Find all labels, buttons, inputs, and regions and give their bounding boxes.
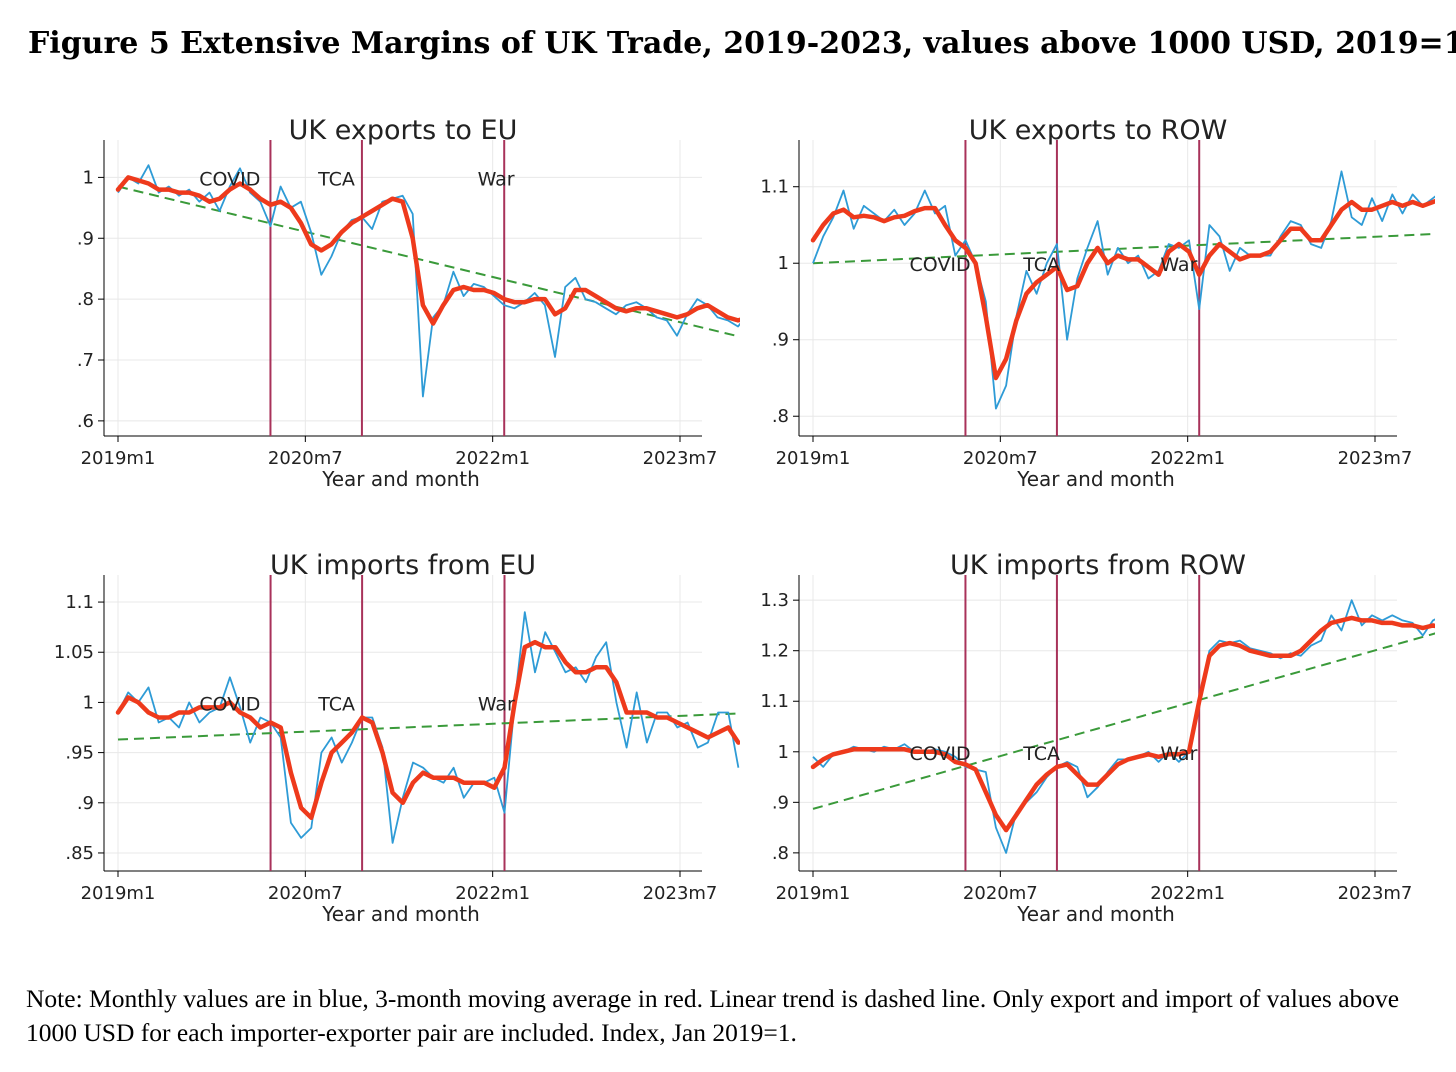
- y-tick-label: .9: [77, 793, 94, 814]
- event-label-covid: COVID: [199, 169, 260, 191]
- y-tick-label: 1: [83, 692, 94, 713]
- y-tick-label: 1.1: [760, 177, 789, 198]
- figure-title: Figure 5 Extensive Margins of UK Trade, …: [28, 26, 1456, 61]
- x-tick-label: 2023m7: [1338, 448, 1413, 469]
- x-axis-title: Year and month: [321, 902, 480, 926]
- plot-area: [104, 140, 702, 436]
- y-tick-label: .8: [772, 406, 789, 427]
- event-label-war: War: [478, 693, 515, 715]
- x-tick-label: 2022m1: [1150, 883, 1225, 904]
- series-monthly: [812, 170, 1435, 410]
- y-tick-label: .85: [65, 843, 94, 864]
- y-tick-label: .9: [772, 330, 789, 351]
- x-tick-label: 2019m1: [776, 448, 851, 469]
- event-label-tca: TCA: [317, 693, 355, 715]
- x-tick-label: 2019m1: [776, 883, 851, 904]
- y-tick-label: 1.2: [760, 641, 789, 662]
- y-tick-label: .95: [65, 743, 94, 764]
- y-tick-label: .9: [77, 228, 94, 249]
- y-tick-label: 1: [778, 253, 789, 274]
- plot-area: [799, 575, 1397, 871]
- series-moving-average: [115, 175, 740, 326]
- trend-line: [812, 232, 1435, 265]
- x-tick-label: 2020m7: [268, 883, 343, 904]
- chart-exports-eu: .6 .7 .8 .9 1 2019m1 2020m7 2022m1 2023m7 Year an…: [77, 115, 740, 491]
- x-tick-label: 2020m7: [963, 448, 1038, 469]
- plot-area: [799, 140, 1397, 436]
- chart-exports-row: .8 .9 1 1.1 2019m1 2020m7 2022m1 2023m7 Year and…: [760, 115, 1435, 491]
- event-label-tca: TCA: [317, 169, 355, 191]
- x-axis-title: Year and month: [1016, 467, 1175, 491]
- panel-exports-eu: .6 .7 .8 .9 1 2019m1 2020m7 2022m1 2023m7 Year an…: [40, 105, 740, 525]
- x-axis-title: Year and month: [321, 467, 480, 491]
- plot-area: [104, 575, 702, 871]
- x-tick-label: 2023m7: [643, 448, 718, 469]
- trend-line: [117, 712, 739, 741]
- chart-imports-row: .8 .9 1 1.1 1.2 1.3 2019m1 2020m7 2022m1 2023m7 Ye…: [760, 550, 1435, 926]
- series-moving-average: [810, 198, 1435, 381]
- series-moving-average: [810, 615, 1435, 833]
- chart-imports-eu: .85 .9 .95 1 1.05 1.1 2019m1 2020m7 2022m1 2023m7…: [54, 550, 740, 926]
- x-tick-label: 2020m7: [963, 883, 1038, 904]
- y-tick-label: .8: [772, 843, 789, 864]
- panel-exports-row: .8 .9 1 1.1 2019m1 2020m7 2022m1 2023m7 Year and…: [735, 105, 1435, 525]
- y-tick-label: 1.3: [760, 590, 789, 611]
- y-tick-label: .8: [77, 289, 94, 310]
- figure-note: Note: Monthly values are in blue, 3-mont…: [26, 984, 1400, 1047]
- y-tick-label: 1.1: [760, 691, 789, 712]
- event-label-covid: COVID: [909, 743, 970, 765]
- x-tick-label: 2022m1: [1150, 448, 1225, 469]
- y-tick-label: 1.1: [65, 592, 94, 613]
- event-label-covid: COVID: [199, 693, 260, 715]
- event-label-tca: TCA: [1022, 743, 1060, 765]
- y-tick-label: 1: [778, 742, 789, 763]
- event-label-war: War: [1160, 254, 1197, 276]
- chart-title: UK imports from ROW: [950, 550, 1246, 581]
- y-tick-label: .9: [772, 792, 789, 813]
- panel-imports-eu: .85 .9 .95 1 1.05 1.1 2019m1 2020m7 2022m1 2023m7…: [40, 540, 740, 960]
- x-tick-label: 2023m7: [1338, 883, 1413, 904]
- event-label-covid: COVID: [909, 254, 970, 276]
- x-tick-label: 2019m1: [81, 883, 156, 904]
- series-moving-average: [115, 639, 740, 821]
- y-tick-label: 1: [83, 167, 94, 188]
- x-axis-title: Year and month: [1016, 902, 1175, 926]
- x-tick-label: 2023m7: [643, 883, 718, 904]
- x-tick-label: 2019m1: [81, 448, 156, 469]
- chart-title: UK exports to ROW: [969, 115, 1228, 146]
- x-tick-label: 2020m7: [268, 448, 343, 469]
- panel-imports-row: .8 .9 1 1.1 1.2 1.3 2019m1 2020m7 2022m1 2023m7 Ye…: [735, 540, 1435, 960]
- event-label-tca: TCA: [1022, 254, 1060, 276]
- y-tick-label: .6: [77, 411, 94, 432]
- y-tick-label: 1.05: [54, 642, 94, 663]
- chart-title: UK imports from EU: [270, 550, 536, 581]
- x-tick-label: 2022m1: [455, 883, 530, 904]
- x-tick-label: 2022m1: [455, 448, 530, 469]
- chart-title: UK exports to EU: [289, 115, 518, 146]
- event-label-war: War: [478, 169, 515, 191]
- event-label-war: War: [1160, 743, 1197, 765]
- trend-line: [812, 632, 1435, 810]
- y-tick-label: .7: [77, 350, 94, 371]
